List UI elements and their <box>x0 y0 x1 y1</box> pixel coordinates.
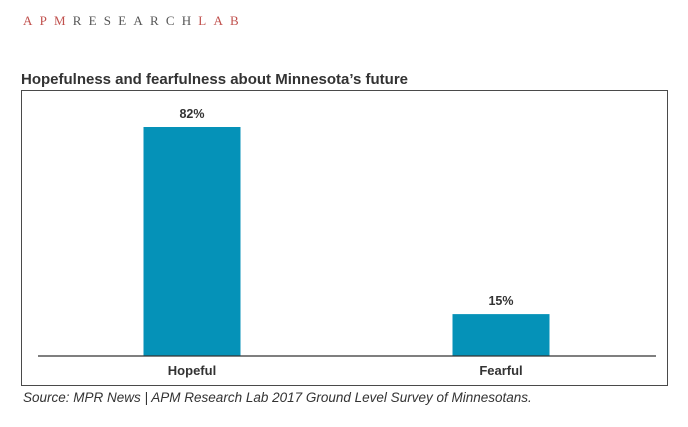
data-label-fearful: 15% <box>488 294 513 308</box>
brand-logo: APMRESEARCHLAB <box>23 13 246 29</box>
chart-frame <box>21 90 668 386</box>
chart-title: Hopefulness and fearfulness about Minnes… <box>21 71 408 88</box>
data-label-hopeful: 82% <box>179 107 204 121</box>
bar-hopeful <box>143 127 241 356</box>
x-tick-label-hopeful: Hopeful <box>168 363 216 378</box>
brand-lab: LAB <box>198 13 246 28</box>
brand-apm: APM <box>23 13 73 28</box>
source-note: Source: MPR News | APM Research Lab 2017… <box>23 390 532 405</box>
x-tick-label-fearful: Fearful <box>479 363 522 378</box>
brand-research: RESEARCH <box>72 13 199 28</box>
bar-fearful <box>452 314 550 356</box>
